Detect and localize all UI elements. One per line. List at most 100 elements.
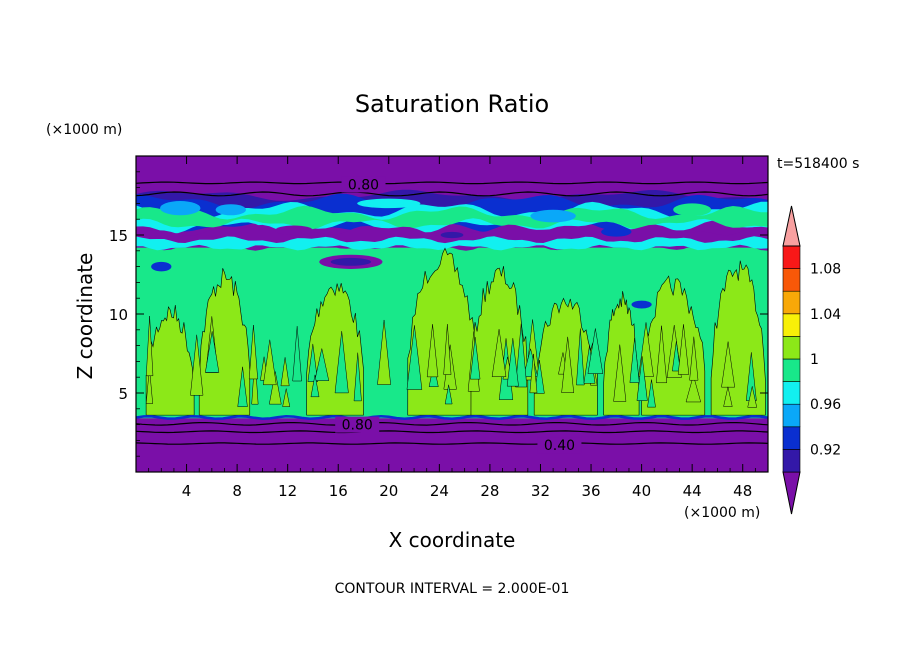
field-plume: [198, 268, 251, 416]
colorbar-segment: [782, 313, 801, 337]
x-tick-label: 28: [480, 482, 499, 500]
y-axis-label: Z coordinate: [73, 253, 97, 380]
colorbar-tick-label: 1: [810, 352, 819, 368]
field-streak: [656, 325, 668, 384]
field-streak: [145, 367, 153, 404]
contour-label: 0.80: [342, 418, 373, 434]
x-tick-label: 20: [379, 482, 398, 500]
colorbar-tick-label: 1.08: [810, 262, 841, 278]
x-tick-label: 40: [632, 482, 651, 500]
field-streak: [443, 324, 452, 375]
colorbar-segment: [782, 336, 801, 360]
x-tick-label: 32: [531, 482, 550, 500]
contour-label: 0.80: [348, 177, 379, 193]
field-streak: [672, 341, 681, 372]
y-tick-label: 15: [109, 227, 128, 245]
contour-label-bg: [537, 437, 582, 454]
field-streak: [629, 337, 640, 383]
x-tick-label: 16: [329, 482, 348, 500]
x-tick-label: 12: [278, 482, 297, 500]
field-blob: [440, 231, 464, 239]
field-blob: [357, 198, 421, 209]
field-streak: [529, 353, 538, 394]
field-streak: [205, 331, 220, 373]
colorbar: 0.92 0.96 1 1.04 1.08: [782, 205, 841, 515]
field-streak: [262, 339, 277, 386]
colorbar-tick-label: 1.04: [810, 307, 841, 323]
contour-line-upper: [136, 191, 768, 197]
field-streak: [723, 386, 733, 407]
field-streak: [444, 384, 453, 405]
layer-cyan-lower: [136, 236, 768, 251]
field-streak: [426, 324, 439, 378]
colorbar-over-arrow: [782, 205, 801, 247]
field-blob: [631, 300, 652, 309]
field-blob: [160, 201, 201, 216]
x-tick-label: 36: [581, 482, 600, 500]
field-streak: [292, 326, 302, 382]
field-streak: [269, 371, 282, 405]
y-unit-label: (×1000 m): [46, 122, 122, 138]
x-unit-label: (×1000 m): [684, 505, 760, 521]
contour-line-lower-080: [136, 422, 768, 426]
colorbar-segment: [782, 449, 801, 473]
field-streak: [506, 338, 519, 387]
y-tick-label: 5: [118, 385, 128, 403]
x-tick-label: 24: [430, 482, 449, 500]
contour-label-bg: [341, 176, 386, 193]
layer-green-upper: [136, 205, 768, 230]
field-streak: [613, 344, 627, 402]
colorbar-segment: [782, 268, 801, 292]
field-blob: [275, 225, 313, 235]
colorbar-segment: [782, 245, 801, 269]
x-tick-label: 48: [733, 482, 752, 500]
colorbar-segment: [782, 426, 801, 450]
contour-field: [136, 156, 768, 472]
field-streak: [534, 360, 545, 394]
colorbar-tick-label: 0.96: [810, 397, 841, 413]
field-streak: [561, 336, 575, 393]
colorbar-segment: [782, 358, 801, 382]
field-streak: [282, 388, 291, 407]
field-blob: [673, 203, 712, 217]
x-tick-label: 44: [683, 482, 702, 500]
field-streak: [190, 334, 204, 396]
field-blob: [330, 257, 372, 266]
field-streak: [647, 379, 656, 408]
field-plume: [407, 247, 478, 416]
field-streak: [280, 357, 290, 387]
time-label: t=518400 s: [777, 156, 859, 172]
contour-line-lower-040: [136, 442, 768, 445]
field-streak: [248, 325, 258, 380]
contour-label-bg: [335, 416, 380, 433]
field-streak: [314, 348, 330, 381]
field-streak: [310, 374, 320, 398]
field-plume: [306, 283, 364, 416]
field-streak: [636, 356, 648, 401]
field-streak: [689, 336, 699, 381]
field-streak: [145, 316, 154, 377]
x-axis: 4 8 12 16 20 24 28 32 36 40 44 48: [148, 156, 756, 500]
chart-title: Saturation Ratio: [355, 90, 549, 118]
field-streak: [576, 328, 585, 386]
x-tick-label: 8: [232, 482, 242, 500]
colorbar-segment: [782, 290, 801, 315]
x-axis-label: X coordinate: [389, 528, 516, 552]
field-plume: [145, 305, 195, 416]
x-tick-label: 4: [182, 482, 192, 500]
field-streak: [307, 343, 319, 382]
field-streak: [677, 324, 690, 375]
colorbar-segment: [782, 403, 801, 428]
field-blob: [601, 227, 632, 237]
field-streak: [334, 331, 349, 394]
field-streak: [237, 366, 248, 407]
colorbar-under-arrow: [782, 471, 801, 515]
field-blob: [215, 204, 246, 216]
contour-line-upper-080: [136, 181, 768, 185]
y-axis: 5 10 15: [109, 171, 768, 457]
contour-line-lower: [136, 430, 768, 434]
field-blob: [530, 209, 576, 223]
field-streak: [353, 352, 362, 402]
field-streak: [470, 337, 481, 380]
